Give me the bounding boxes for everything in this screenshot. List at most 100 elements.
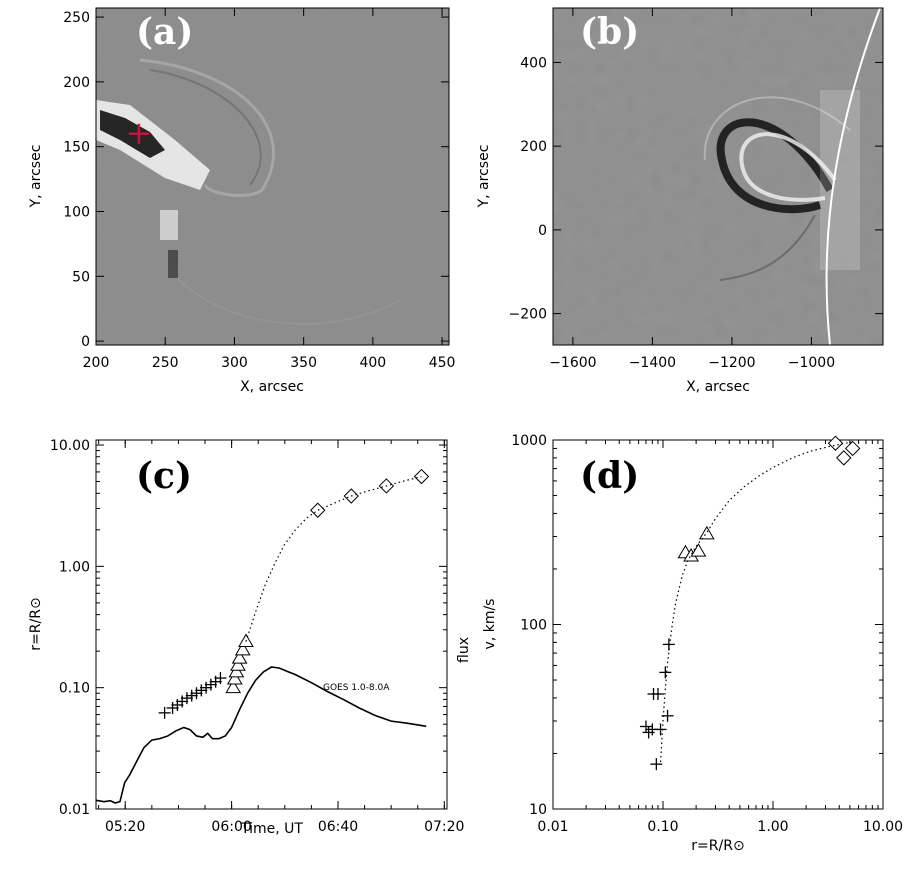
panel-c-diamond-point (310, 502, 326, 518)
panel-a-ytick-label: 50 (72, 269, 90, 285)
panel-d-diamond-point (836, 450, 852, 466)
panel-a-ylabel: Y, arcsec (28, 145, 44, 209)
panel-c-plus-point (195, 684, 208, 697)
panel-b-xtick-label: −1200 (708, 355, 755, 371)
panel-a-xtick-label: 450 (429, 355, 456, 371)
panel-a-label: (a) (136, 11, 193, 53)
panel-d-ytick-label: 10 (529, 802, 547, 818)
panel-d: 0.01 0.10 1.00 10.00 10 100 1000 (d) r=R/R⊙ v,… (482, 433, 903, 854)
panel-c-ytick-label: 0.01 (59, 802, 90, 818)
panel-c-plus-point (176, 695, 189, 708)
panel-b-frame (552, 7, 884, 346)
panel-a-ticks: 200 250 300 350 400 450 0 50 100 150 200 250 (63, 8, 455, 371)
panel-c-triangle-point (230, 657, 246, 671)
panel-c-triangle-point (226, 670, 243, 685)
panel-d-fit-curve (659, 441, 855, 762)
panel-c-label: (c) (136, 455, 192, 497)
panel-c-goes-curve (95, 666, 427, 804)
panel-a-noise (96, 8, 449, 345)
panel-b-xtick-label: −1000 (788, 355, 835, 371)
panel-d-ylabel: v, km/s (482, 599, 498, 650)
panel-b-xlabel: X, arcsec (686, 379, 750, 395)
panel-b-speckle (820, 90, 860, 270)
panel-c-fit-curve (245, 475, 422, 642)
panel-d-ticks: 0.01 0.10 1.00 10.00 10 100 1000 (511, 433, 903, 835)
panel-a-xtick-label: 400 (359, 355, 386, 371)
panel-a-xtick-label: 300 (221, 355, 248, 371)
panel-d-plus-point (639, 720, 652, 733)
panel-d-diamond-point (844, 440, 861, 457)
panel-d-xtick-label: 0.01 (537, 819, 568, 835)
panel-b-xtick-label: −1600 (549, 355, 596, 371)
panel-a-xtick-label: 200 (83, 355, 110, 371)
panel-b-outer-shell (703, 96, 851, 161)
panel-c-xtick-label: 06:00 (211, 819, 251, 835)
panel-a-loop-dark (149, 69, 262, 186)
panel-c-plus-point (185, 689, 198, 702)
panel-a-plus-marker (128, 123, 149, 144)
panel-c-triangle-point (234, 641, 251, 656)
panel-d-ytick-label: 100 (520, 618, 547, 634)
panel-c: 05:20 06:00 06:40 07:20 0.01 0.10 1.00 10.00 (c… (28, 438, 472, 837)
panel-a-ytick-label: 200 (63, 75, 90, 91)
panel-b: −1600 −1400 −1200 −1000 −200 0 200 400 (b) X, a… (476, 7, 884, 395)
panel-a-arc-lower (169, 269, 401, 325)
panel-a-ytick-label: 100 (63, 204, 90, 220)
panel-c-plus-point (158, 706, 171, 719)
panel-b-features (703, 8, 881, 345)
panel-d-xlabel: r=R/R⊙ (691, 838, 744, 854)
panel-d-plus-point (654, 723, 667, 736)
panel-c-diamond-point (413, 468, 430, 485)
panel-c-triangle-point (225, 679, 242, 694)
panel-a-ytick-label: 150 (63, 140, 90, 156)
panel-a-xtick-label: 350 (290, 355, 317, 371)
panel-a-xlabel: X, arcsec (240, 379, 304, 395)
panel-c-ytick-label: 0.10 (59, 681, 90, 697)
panel-b-label: (b) (580, 11, 639, 53)
panel-d-triangle-point (690, 543, 707, 557)
panel-c-triangle-point (231, 650, 248, 664)
panel-c-ytick-label: 1.00 (59, 559, 90, 575)
panel-d-xtick-label: 0.10 (647, 819, 678, 835)
panel-c-ticks: 05:20 06:00 06:40 07:20 0.01 0.10 1.00 10.00 (50, 438, 465, 835)
panel-a-loop (139, 58, 275, 197)
panel-b-ytick-label: 0 (538, 223, 547, 239)
panel-c-goes-label: GOES 1.0-8.0A (323, 683, 390, 693)
panel-a: 200 250 300 350 400 450 0 50 100 150 200 250 (a) X,… (28, 7, 455, 395)
panel-d-xtick-label: 1.00 (757, 819, 788, 835)
panel-a-ytick-label: 250 (63, 10, 90, 26)
panel-c-xtick-label: 06:40 (318, 819, 358, 835)
panel-c-ytick-label: 10.00 (50, 438, 90, 454)
panel-a-frame (95, 7, 450, 346)
panel-b-ytick-label: −200 (509, 307, 547, 323)
panel-d-xtick-label: 10.00 (863, 819, 903, 835)
panel-b-lower-arc (719, 214, 816, 281)
panel-d-diamond-point (827, 435, 844, 451)
panel-b-ytick-label: 400 (520, 55, 547, 71)
panel-b-ticks: −1600 −1400 −1200 −1000 −200 0 200 400 (509, 8, 883, 371)
panel-c-frame (95, 439, 448, 810)
panel-a-blob-2 (168, 250, 178, 278)
panel-a-blob-1 (160, 210, 178, 240)
panel-c-xtick-label: 07:20 (424, 819, 464, 835)
panel-c-triangle-point (228, 663, 245, 678)
panel-c-ylabel: r=R/R⊙ (28, 597, 44, 650)
panel-d-ytick-label: 1000 (511, 433, 547, 449)
panel-c-plus-point (166, 701, 179, 714)
panel-d-plus-point (650, 758, 663, 771)
panel-a-xtick-label: 250 (152, 355, 179, 371)
panel-d-plot (639, 435, 861, 771)
panel-c-plus-point (200, 681, 213, 694)
panel-c-right-ylabel: flux (456, 637, 472, 663)
panel-c-plus-point (180, 692, 193, 705)
panel-d-plus-point (659, 666, 672, 679)
panel-d-triangle-point (698, 525, 715, 540)
panel-b-limb (825, 8, 881, 345)
panel-c-plus-point (214, 672, 227, 685)
panel-c-xlabel: Time, UT (240, 821, 303, 837)
panel-b-ytick-label: 200 (520, 139, 547, 155)
panel-b-cme-bright (739, 132, 837, 202)
panel-a-ytick-label: 0 (81, 334, 90, 350)
panel-d-plus-point (651, 688, 664, 701)
